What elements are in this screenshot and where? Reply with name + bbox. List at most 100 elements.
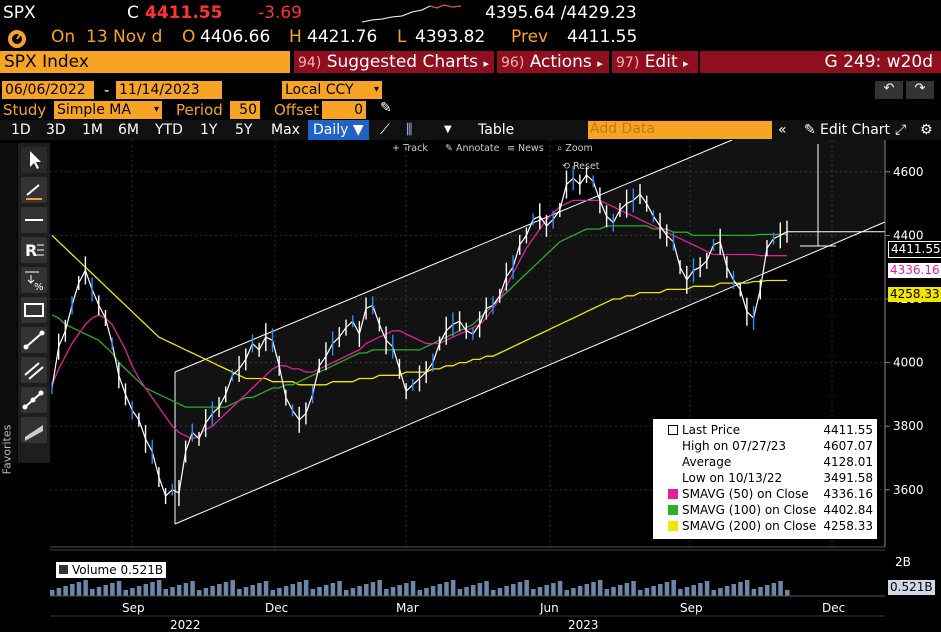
offset-label: Offset — [274, 101, 320, 119]
study-select[interactable]: Simple MA ▾ — [54, 101, 162, 119]
volume-bar — [230, 580, 235, 596]
date-separator: - — [104, 81, 110, 99]
reset-button[interactable]: ⟲ Reset — [562, 161, 600, 172]
collapse-icon[interactable]: « — [778, 122, 787, 138]
y-tick-label: 4000 — [893, 356, 924, 370]
ticker-symbol[interactable]: SPX — [3, 3, 36, 23]
edit-chart-icon[interactable]: ✎ — [804, 122, 816, 138]
volume-bar — [310, 589, 316, 596]
expand-icon[interactable]: ⤢ — [895, 122, 907, 138]
sma50-tag-value: 4336.16 — [890, 263, 940, 277]
settings-icon[interactable]: ⚙ — [920, 122, 933, 138]
pencil-icon[interactable]: ✎ — [380, 100, 392, 116]
bar-chart-icon[interactable]: ⫼ — [406, 122, 413, 138]
actions-button[interactable]: 96) Actions ▸ — [497, 51, 609, 73]
legend-row: SMAVG (200) on Close 4258.33 — [653, 518, 877, 534]
start-date: 06/06/2022 — [5, 82, 86, 98]
volume-bar — [477, 583, 483, 596]
range-1d[interactable]: 1D — [11, 122, 31, 138]
volume-bar — [183, 583, 189, 596]
volume-bar — [330, 583, 336, 596]
volume-bar — [297, 582, 302, 596]
news-label: News — [517, 143, 544, 154]
trendline-icon[interactable] — [21, 327, 47, 353]
period-value: 50 — [239, 102, 257, 118]
volume-bar — [337, 581, 342, 596]
range-5y[interactable]: 5Y — [235, 122, 253, 138]
open-label: O — [182, 27, 196, 47]
chart-type-chevron-icon[interactable]: ▼ — [444, 124, 452, 135]
rectangle-icon[interactable] — [21, 297, 47, 323]
volume-bar — [611, 587, 616, 596]
legend-value: 3491.58 — [823, 471, 873, 485]
volume-legend: Volume 0.521B — [56, 562, 167, 578]
retracement-icon[interactable]: R — [21, 237, 47, 263]
range-max[interactable]: Max — [271, 122, 300, 138]
legend-value: 4607.07 — [823, 439, 873, 453]
parallel-icon[interactable] — [21, 417, 47, 443]
prev-label: Prev — [511, 27, 549, 47]
actions-num: 96) — [501, 55, 525, 71]
drawing-toolbar: R % — [18, 143, 50, 463]
volume-bar — [544, 585, 549, 596]
sma50-tag: 4336.16 — [888, 263, 941, 278]
add-data-field[interactable]: Add Data — [588, 121, 772, 139]
volume-bar — [744, 580, 750, 596]
legend-value: 4258.33 — [823, 519, 873, 533]
horizontal-line-icon[interactable] — [21, 207, 47, 233]
legend-value: 4336.16 — [823, 487, 873, 501]
channel-icon[interactable] — [21, 357, 47, 383]
volume-bar — [604, 589, 610, 596]
volume-bar — [584, 584, 590, 596]
range-ytd[interactable]: YTD — [155, 122, 183, 138]
edit-button[interactable]: 97) Edit ▸ — [612, 51, 698, 73]
volume-bar — [778, 581, 783, 596]
legend-value: 4411.55 — [823, 423, 873, 437]
volume-bar — [537, 587, 543, 596]
price-chart[interactable]: 360038004000420044004600SepDecMarJunSepD… — [50, 140, 941, 632]
zoom-button[interactable]: ⌕ Zoom — [557, 143, 593, 154]
start-date-field[interactable]: 06/06/2022 — [2, 81, 94, 99]
range-6m[interactable]: 6M — [118, 122, 139, 138]
index-field[interactable]: SPX Index — [0, 51, 290, 73]
redo-icon[interactable]: ↷ — [906, 81, 934, 99]
range-3d[interactable]: 3D — [46, 122, 66, 138]
volume-tag: 0.521B — [888, 580, 935, 595]
percent-icon[interactable]: % — [21, 267, 47, 293]
annotate-button[interactable]: ✎ Annotate — [445, 143, 500, 154]
news-button[interactable]: ≡ News — [507, 143, 544, 154]
volume-bar — [270, 590, 275, 596]
volume-bar — [63, 586, 68, 596]
offset-field[interactable]: 0 — [322, 101, 366, 119]
currency-select[interactable]: Local CCY ▾ — [282, 81, 382, 99]
volume-bar — [658, 584, 663, 596]
frequency-select[interactable]: Daily ▼ — [308, 120, 369, 140]
volume-bar — [751, 589, 757, 596]
line-chart-icon[interactable]: ⟋ — [380, 122, 390, 138]
volume-bar — [76, 582, 82, 596]
arrow-line-icon[interactable] — [21, 387, 47, 413]
volume-bar — [217, 584, 222, 596]
range-1y[interactable]: 1Y — [200, 122, 218, 138]
legend-row: High on 07/27/23 4607.07 — [653, 438, 877, 454]
channel-lower-line — [174, 221, 886, 525]
favorites-panel[interactable]: Favorites — [0, 143, 17, 474]
table-button[interactable]: Table — [478, 122, 515, 138]
track-button[interactable]: + Track — [392, 143, 428, 154]
cursor-icon[interactable] — [21, 147, 47, 173]
high-label: H — [289, 27, 302, 47]
volume-bar — [203, 588, 209, 596]
edit-chart-button[interactable]: Edit Chart — [820, 122, 891, 138]
end-date-field[interactable]: 11/14/2023 — [116, 81, 222, 99]
pen-icon[interactable] — [21, 177, 47, 203]
range-1m[interactable]: 1M — [82, 122, 103, 138]
period-field[interactable]: 50 — [230, 101, 260, 119]
volume-bar — [56, 588, 62, 596]
chart-series — [51, 166, 885, 506]
suggested-charts-button[interactable]: 94) Suggested Charts ▸ — [294, 51, 494, 73]
undo-icon[interactable]: ↶ — [875, 81, 903, 99]
legend-key: SMAVG (50) on Close — [682, 487, 809, 501]
time-bar: 1D 3D 1M 6M YTD 1Y 5Y Max Daily ▼ ⟋ ⫼ ▼ … — [0, 120, 941, 140]
volume-bar — [724, 586, 730, 596]
series-line — [51, 225, 788, 408]
